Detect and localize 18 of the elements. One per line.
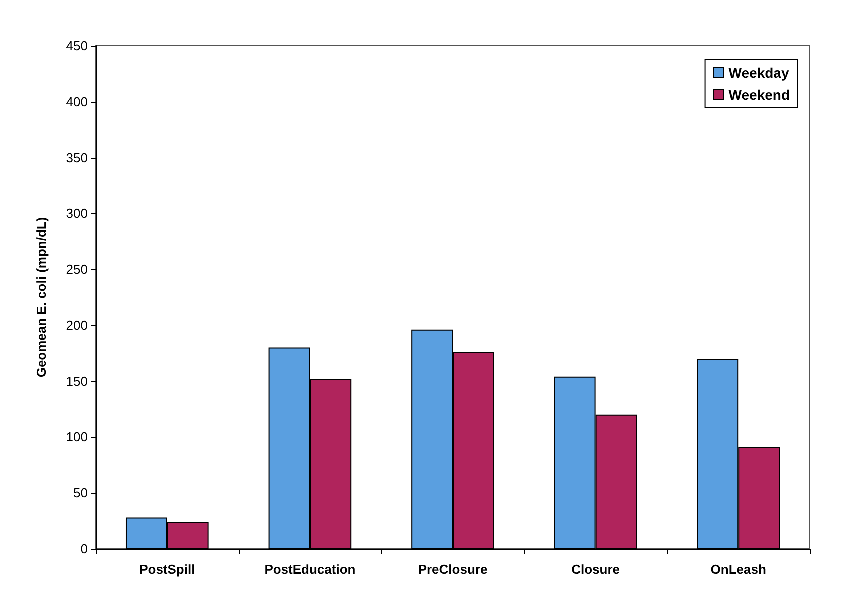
- y-tick-label: 350: [66, 150, 88, 166]
- y-tick-label: 400: [66, 94, 88, 110]
- x-tick-label: PreClosure: [418, 562, 488, 577]
- y-tick-label: 0: [80, 542, 88, 556]
- x-tick-label: PostEducation: [264, 562, 356, 577]
- x-tick-label: Closure: [572, 562, 620, 577]
- y-axis-title: Geomean E. coli (mpn/dL): [34, 217, 49, 378]
- x-tick-label: OnLeash: [710, 562, 766, 577]
- y-tick-label: 50: [74, 486, 88, 501]
- y-tick-label: 450: [66, 38, 88, 54]
- legend-label: Weekday: [728, 65, 790, 81]
- x-tick-label: PostSpill: [140, 562, 196, 577]
- y-tick-label: 300: [66, 206, 88, 222]
- y-tick-label: 100: [66, 430, 88, 445]
- y-tick-label: 150: [66, 374, 88, 389]
- y-tick-label: 250: [66, 262, 88, 278]
- legend-label: Weekend: [728, 87, 790, 103]
- y-tick-label: 200: [66, 318, 88, 333]
